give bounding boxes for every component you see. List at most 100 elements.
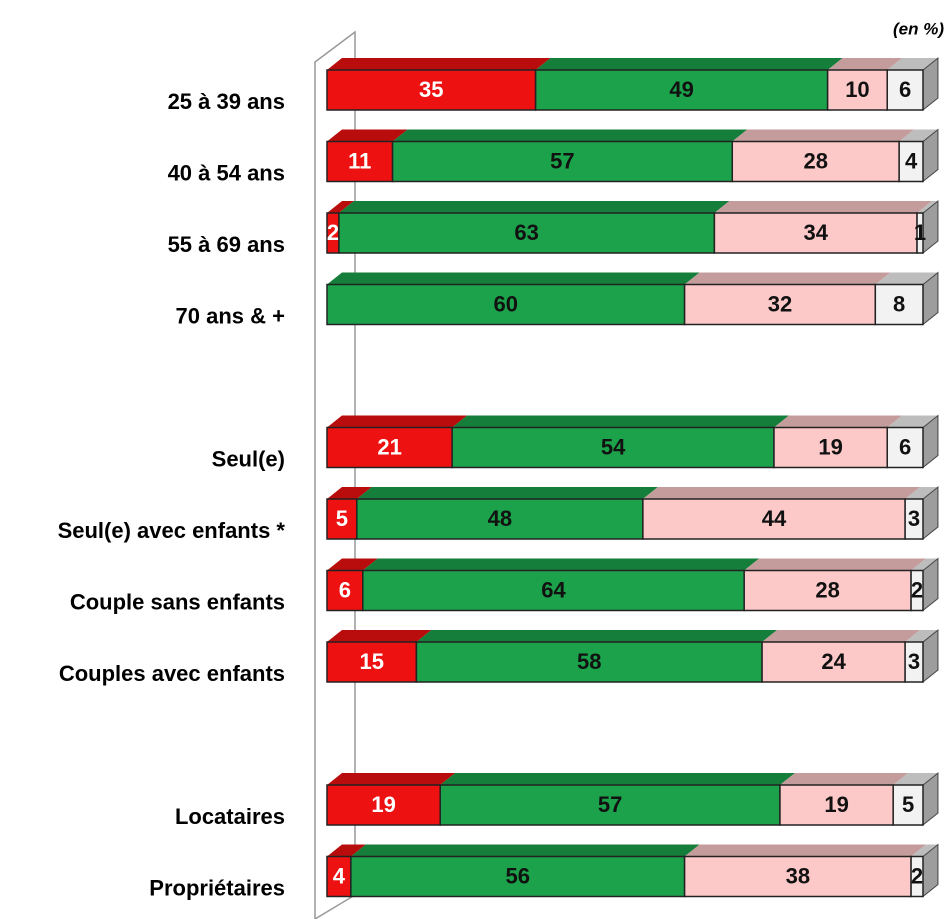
value-label: 48: [488, 506, 512, 531]
bar-top: [684, 844, 927, 857]
bar-top-shade: [327, 58, 551, 70]
value-label: 2: [327, 220, 339, 245]
category-label: 70 ans & +: [176, 303, 285, 328]
bar-top-shade: [350, 844, 700, 857]
bar-top: [911, 558, 938, 571]
bar-top-shade: [327, 630, 432, 642]
bar-top-shade: [362, 558, 760, 571]
bar-top: [744, 558, 927, 571]
bar: [326, 641, 418, 683]
bar: [326, 283, 686, 326]
bar-top-shade: [338, 201, 730, 213]
value-label: 38: [786, 863, 810, 888]
category-label: Propriétaires: [149, 875, 285, 900]
bar-top-shade: [356, 487, 658, 499]
category-label: Couple sans enfants: [70, 589, 285, 614]
bar-top-shade: [327, 844, 366, 857]
bar-side-shade: [923, 558, 938, 611]
bar-top-shade: [779, 773, 909, 785]
bar: [904, 641, 924, 683]
value-label: 2: [911, 863, 923, 888]
bar-top-shade: [887, 58, 938, 70]
bar-top-shade: [327, 272, 700, 285]
bar-top: [714, 201, 933, 213]
bar-top-shade: [327, 487, 372, 499]
bar-top: [327, 630, 432, 642]
bar-top: [327, 415, 468, 428]
bar-top: [327, 129, 408, 142]
bar: [910, 855, 924, 898]
bar-top: [362, 558, 760, 571]
bar-top-shade: [911, 558, 938, 571]
bar-top: [338, 201, 730, 213]
bar: [338, 212, 716, 254]
value-label: 49: [669, 77, 693, 102]
bar-top-shade: [917, 201, 938, 213]
bar-top: [887, 415, 938, 428]
bar-side-shade: [923, 201, 938, 253]
value-label: 6: [339, 577, 351, 602]
value-label: 2: [911, 577, 923, 602]
bar-top: [732, 129, 915, 142]
bar-top: [642, 487, 921, 499]
bar-top-shade: [327, 201, 354, 213]
bar-top-shade: [774, 415, 903, 428]
bar-top: [356, 487, 658, 499]
value-label: 28: [803, 148, 827, 173]
bar-top: [416, 630, 778, 642]
unit-note: (en %): [893, 19, 944, 38]
bar-top: [327, 558, 378, 571]
bar-side-shade: [923, 844, 938, 897]
bar: [761, 641, 906, 683]
value-label: 44: [762, 506, 787, 531]
bar-top-shade: [684, 844, 927, 857]
value-label: 19: [818, 434, 842, 459]
bar-top: [327, 272, 700, 285]
category-label: Locataires: [175, 804, 285, 829]
value-label: 58: [577, 649, 601, 674]
value-label: 6: [899, 77, 911, 102]
bar-top-shade: [893, 773, 938, 785]
bar-top: [774, 415, 903, 428]
bar-top: [899, 129, 938, 142]
bar-side-shade: [923, 773, 938, 825]
bar-top-shade: [327, 129, 408, 142]
bar: [683, 855, 912, 898]
bar-top-shade: [714, 201, 933, 213]
value-label: 54: [601, 434, 626, 459]
value-label: 19: [371, 792, 395, 817]
bar: [904, 498, 924, 540]
value-label: 11: [348, 148, 371, 173]
value-label: 3: [908, 506, 920, 531]
bar-top-shade: [327, 773, 456, 785]
value-label: 5: [336, 506, 348, 531]
bar-side-shade: [923, 630, 938, 682]
bar-top-shade: [327, 558, 378, 571]
bar-top: [327, 487, 372, 499]
bar-top-shade: [905, 487, 938, 499]
bar: [779, 784, 894, 826]
bar-top-shade: [392, 129, 748, 142]
bar-top-shade: [762, 630, 921, 642]
value-label: 4: [333, 863, 346, 888]
bar: [826, 69, 888, 111]
bar-top: [911, 844, 938, 857]
value-label: 57: [550, 148, 574, 173]
bar-side-shade: [923, 272, 938, 325]
bar-top: [350, 844, 700, 857]
value-label: 24: [821, 649, 846, 674]
bar-top: [875, 272, 938, 285]
bar: [439, 784, 781, 826]
bar-top: [905, 630, 938, 642]
value-label: 32: [768, 291, 792, 316]
value-label: 60: [494, 291, 518, 316]
value-label: 1: [914, 220, 926, 245]
bar-top: [535, 58, 843, 70]
bar: [534, 69, 829, 111]
bar: [910, 569, 924, 612]
category-label: Seul(e): [212, 446, 285, 471]
category-label: 55 à 69 ans: [168, 232, 285, 257]
category-label: 40 à 54 ans: [168, 160, 285, 185]
bar-top-shade: [684, 272, 891, 285]
